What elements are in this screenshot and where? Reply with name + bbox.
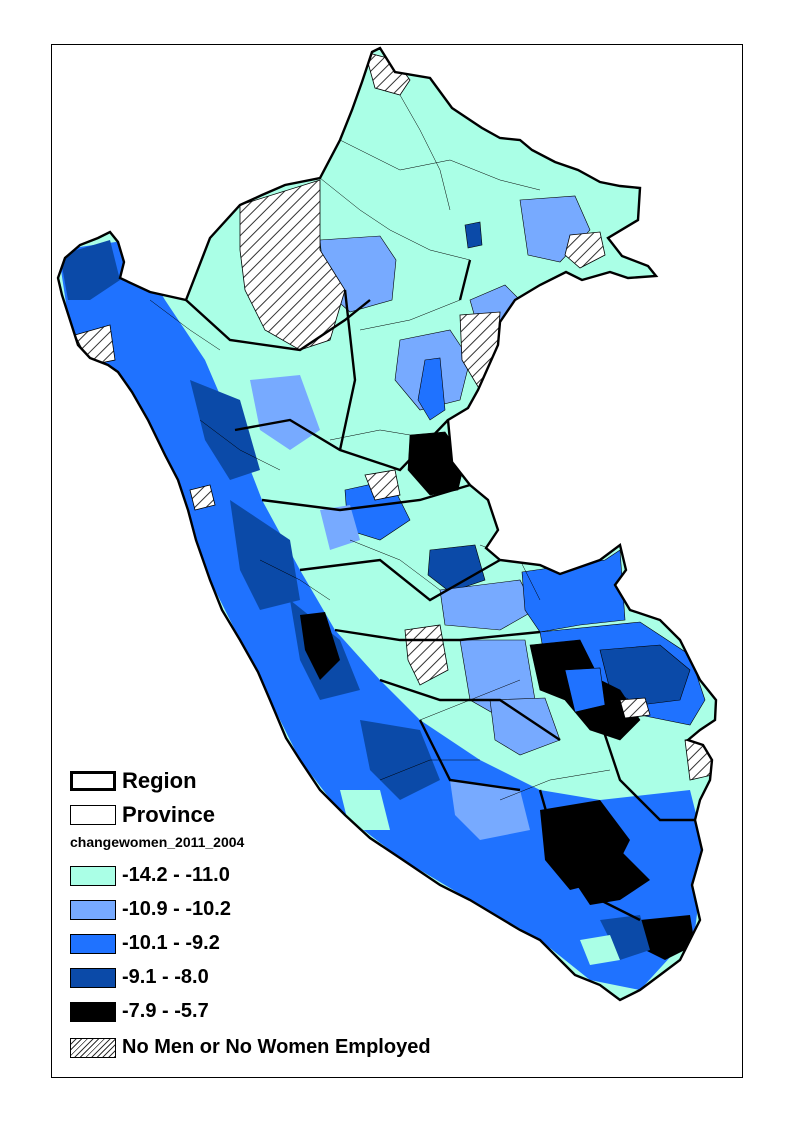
legend-class-swatch <box>70 933 116 954</box>
legend-class-swatch <box>70 967 116 988</box>
no-data-label: No Men or No Women Employed <box>122 1036 431 1058</box>
legend-class-row: -10.9 - -10.2 <box>70 898 231 921</box>
legend-no-data: No Men or No Women Employed <box>70 1036 431 1059</box>
legend-class-swatch <box>70 1001 116 1022</box>
region-swatch <box>70 771 116 791</box>
legend-class-row: -14.2 - -11.0 <box>70 864 230 887</box>
legend-class-swatch <box>70 865 116 886</box>
legend-class-label: -14.2 - -11.0 <box>122 864 230 886</box>
legend-province: Province <box>70 802 215 828</box>
legend-class-row: -9.1 - -8.0 <box>70 966 209 989</box>
no-data-swatch <box>70 1037 116 1058</box>
legend-class-row: -10.1 - -9.2 <box>70 932 220 955</box>
legend-field-name: changewomen_2011_2004 <box>70 834 244 850</box>
legend-class-row: -7.9 - -5.7 <box>70 1000 209 1023</box>
province-label: Province <box>122 802 215 827</box>
province-swatch <box>70 805 116 825</box>
field-name-label: changewomen_2011_2004 <box>70 834 245 850</box>
legend-class-label: -7.9 - -5.7 <box>122 1000 209 1022</box>
legend-class-label: -9.1 - -8.0 <box>122 966 209 988</box>
region-boundaries <box>185 259 695 922</box>
region-label: Region <box>122 768 197 793</box>
district-fill-layer <box>58 48 716 1000</box>
legend-class-label: -10.9 - -10.2 <box>122 898 231 920</box>
legend-class-label: -10.1 - -9.2 <box>122 932 220 954</box>
legend-class-swatch <box>70 899 116 920</box>
legend-region: Region <box>70 768 197 794</box>
